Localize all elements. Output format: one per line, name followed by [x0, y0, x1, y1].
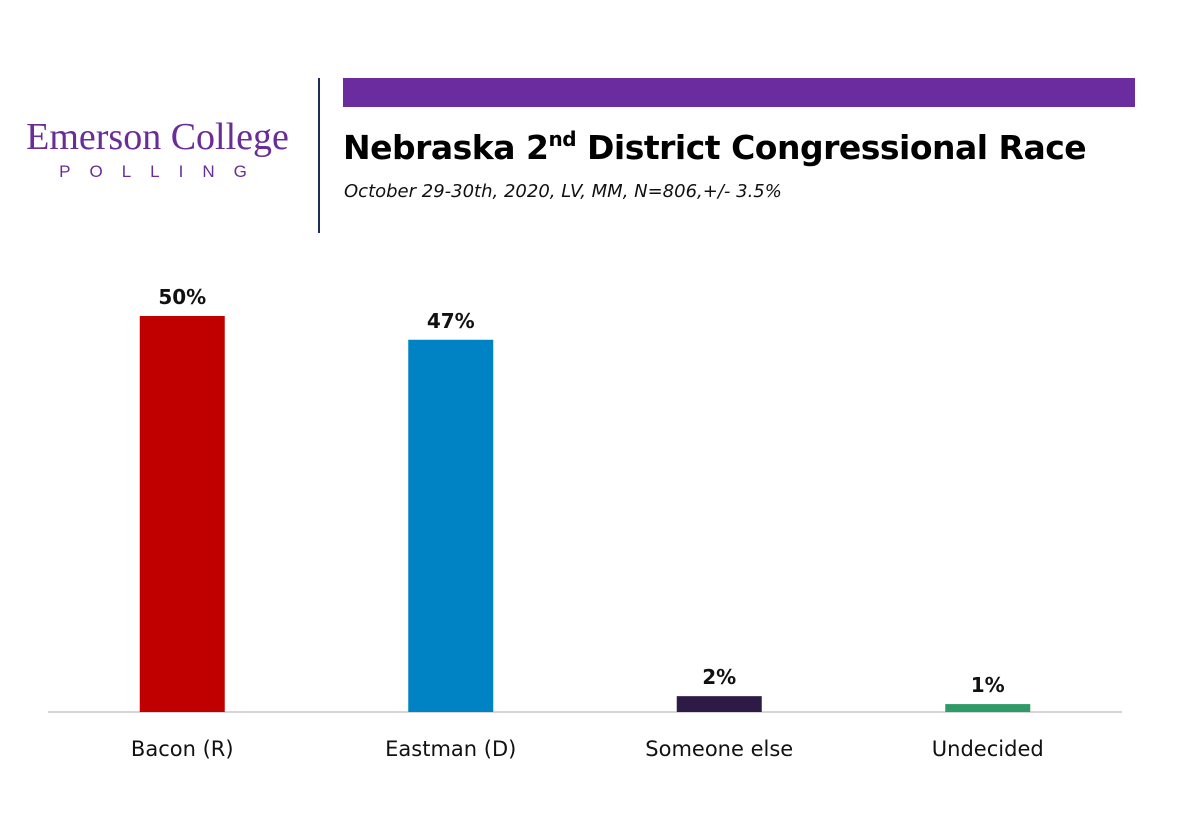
category-label-0: Bacon (R) — [131, 737, 234, 761]
bar-3 — [945, 704, 1031, 712]
title-prefix: Nebraska 2 — [343, 128, 549, 167]
logo: Emerson College POLLING — [20, 116, 295, 182]
bar-0 — [139, 316, 225, 712]
value-label-2: 2% — [702, 665, 736, 689]
bar-2 — [676, 696, 762, 712]
accent-bar — [343, 78, 1135, 107]
value-label-0: 50% — [158, 285, 206, 309]
logo-main-text: Emerson College — [26, 116, 289, 158]
chart-subtitle: October 29-30th, 2020, LV, MM, N=806,+/-… — [344, 181, 782, 202]
value-label-1: 47% — [427, 309, 475, 333]
category-label-3: Undecided — [932, 737, 1044, 761]
title-superscript: nd — [548, 127, 577, 151]
category-label-2: Someone else — [645, 737, 793, 761]
logo-sub-text: POLLING — [59, 162, 266, 181]
header-divider — [318, 78, 320, 233]
chart-title: Nebraska 2nd District Congressional Race — [343, 127, 1087, 167]
title-suffix: District Congressional Race — [576, 128, 1087, 167]
category-label-1: Eastman (D) — [385, 737, 516, 761]
value-label-3: 1% — [971, 673, 1005, 697]
bar-1 — [408, 339, 494, 712]
